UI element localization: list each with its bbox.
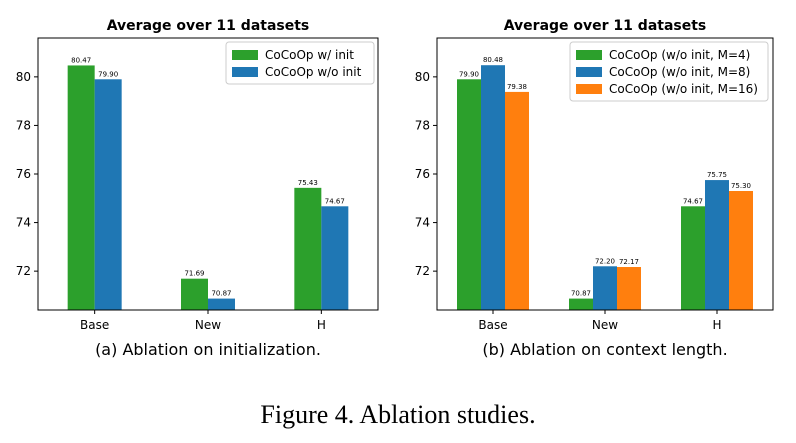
- y-tick-label: 78: [16, 118, 31, 132]
- data-label: 80.47: [71, 56, 91, 64]
- y-tick-label: 80: [415, 70, 430, 84]
- data-label: 70.87: [571, 290, 591, 298]
- bar-cocoop-w-o-init-m-4--new: [569, 298, 593, 310]
- bar-cocoop-w-o-init-m-4--base: [457, 79, 481, 311]
- y-tick-label: 72: [415, 264, 430, 278]
- legend-swatch: [232, 50, 258, 60]
- chart-title: Average over 11 datasets: [107, 18, 310, 34]
- y-tick-label: 74: [415, 216, 430, 230]
- legend-box: [569, 41, 769, 102]
- data-label: 71.69: [184, 270, 204, 278]
- chart-a: Average over 11 datasets 80.47 71.69 75.43 7…: [16, 18, 379, 359]
- data-label: 72.20: [595, 257, 615, 265]
- data-label: 75.30: [731, 182, 751, 190]
- data-label: 79.90: [98, 70, 118, 78]
- y-tick-label: 78: [415, 118, 430, 132]
- x-tick-label: Base: [478, 318, 507, 332]
- y-tick-label: 76: [16, 167, 31, 181]
- bar-cocoop-w-init-base: [67, 65, 95, 310]
- legend-box: [225, 41, 375, 85]
- bar-cocoop-w-o-init-new: [208, 298, 235, 310]
- legend-label: CoCoOp (w/o init, M=8): [609, 65, 750, 79]
- data-label: 74.67: [325, 197, 345, 205]
- legend-label: CoCoOp w/ init: [265, 48, 354, 62]
- subcaption: (a) Ablation on initialization.: [95, 340, 321, 359]
- bar-cocoop-w-o-init-m-8--new: [593, 266, 617, 310]
- bar-cocoop-w-o-init-m-4--h: [681, 206, 705, 310]
- x-tick-label: Base: [80, 318, 109, 332]
- bar-cocoop-w-init-new: [181, 278, 208, 310]
- bar-cocoop-w-o-init-h: [321, 206, 349, 310]
- data-label: 79.90: [459, 70, 479, 78]
- legend-label: CoCoOp (w/o init, M=4): [609, 48, 750, 62]
- x-tick-label: H: [317, 318, 326, 332]
- x-tick-label: New: [195, 318, 221, 332]
- chart-title: Average over 11 datasets: [504, 18, 707, 34]
- bar-cocoop-w-init-h: [294, 187, 322, 310]
- legend-swatch: [576, 67, 602, 77]
- bar-cocoop-w-o-init-m-16--new: [617, 267, 641, 310]
- bar-cocoop-w-o-init-m-16--h: [729, 191, 753, 310]
- legend-label: CoCoOp (w/o init, M=16): [609, 82, 758, 96]
- bar-cocoop-w-o-init-m-8--h: [705, 180, 729, 310]
- legend-swatch: [232, 67, 258, 77]
- x-tick-label: New: [592, 318, 618, 332]
- data-label: 75.43: [298, 179, 318, 187]
- data-label: 72.17: [619, 258, 639, 266]
- bar-cocoop-w-o-init-m-16--base: [505, 91, 529, 311]
- y-tick-label: 76: [415, 167, 430, 181]
- legend-swatch: [576, 50, 602, 60]
- data-label: 75.75: [707, 171, 727, 179]
- figure-caption: Figure 4. Ablation studies.: [260, 400, 535, 429]
- chart-b: Average over 11 datasets 79.90 70.87 74.67 8…: [415, 18, 774, 359]
- data-label: 70.87: [211, 290, 231, 298]
- data-label: 80.48: [483, 56, 503, 64]
- legend-swatch: [576, 84, 602, 94]
- subcaption: (b) Ablation on context length.: [482, 340, 727, 359]
- y-tick-label: 80: [16, 70, 31, 84]
- y-tick-label: 72: [16, 264, 31, 278]
- legend-label: CoCoOp w/o init: [265, 65, 362, 79]
- bar-cocoop-w-o-init-m-8--base: [481, 65, 505, 310]
- x-tick-label: H: [712, 318, 721, 332]
- bar-cocoop-w-o-init-base: [94, 79, 122, 311]
- y-tick-label: 74: [16, 216, 31, 230]
- data-label: 79.38: [507, 83, 527, 91]
- data-label: 74.67: [683, 197, 703, 205]
